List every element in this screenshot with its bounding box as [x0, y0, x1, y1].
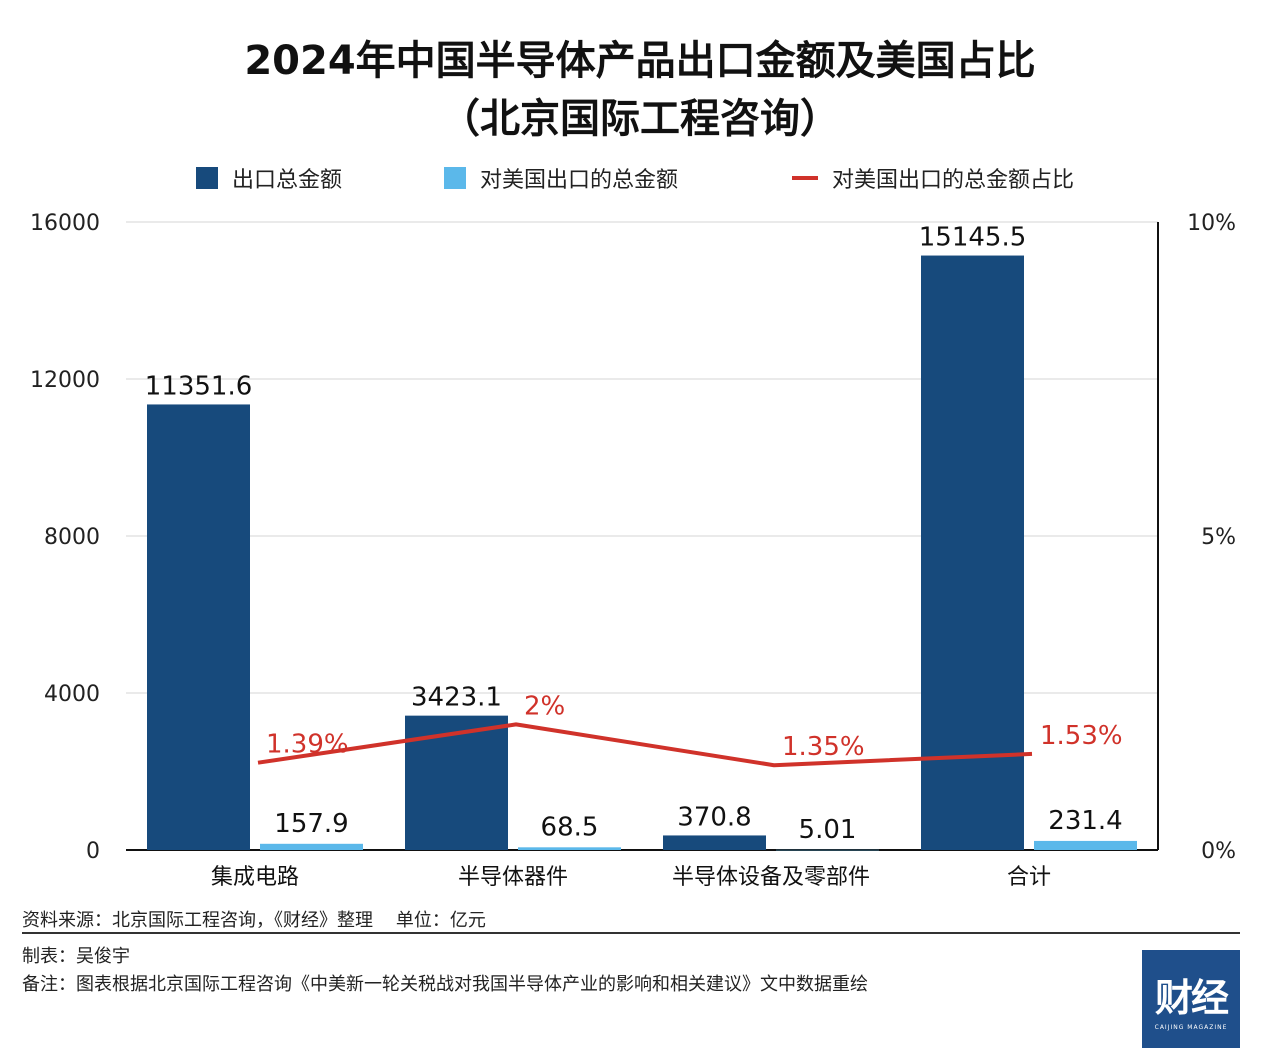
y2-tick-label: 10%: [1187, 211, 1236, 236]
data-label-us-share: 1.39%: [266, 730, 349, 760]
x-tick-label: 半导体器件: [458, 865, 568, 890]
data-label-total-exports: 370.8: [677, 802, 751, 832]
data-label-total-exports: 15145.5: [919, 223, 1027, 253]
data-label-total-exports: 11351.6: [145, 371, 253, 401]
y2-tick-label: 5%: [1201, 525, 1236, 550]
footer-divider: [22, 932, 1240, 934]
logo-subtext: CAIJING MAGAZINE: [1154, 1024, 1228, 1031]
data-label-us-exports: 68.5: [541, 812, 599, 842]
x-tick-label: 半导体设备及零部件: [672, 865, 870, 890]
data-label-us-share: 2%: [524, 691, 565, 721]
legend-label-us-share: 对美国出口的总金额占比: [832, 168, 1075, 193]
data-label-us-exports: 5.01: [799, 815, 857, 845]
y-tick-label: 8000: [44, 525, 100, 550]
bar-total-exports: [405, 715, 508, 850]
data-label-us-exports: 231.4: [1048, 806, 1122, 836]
chart-title: 2024年中国半导体产品出口金额及美国占比: [244, 38, 1036, 84]
y-tick-label: 12000: [30, 368, 100, 393]
footer-note: 备注：图表根据北京国际工程咨询《中美新一轮关税战对我国半导体产业的影响和相关建议…: [22, 974, 868, 995]
footer-maker: 制表：吴俊宇: [22, 946, 130, 967]
x-tick-label: 集成电路: [211, 865, 299, 890]
y-tick-label: 0: [86, 839, 100, 864]
chart-subtitle: （北京国际工程咨询）: [440, 96, 840, 142]
bar-us-exports: [1034, 840, 1137, 850]
x-tick-label: 合计: [1007, 865, 1051, 890]
logo-text: 财经: [1154, 976, 1229, 1020]
y-tick-label: 4000: [44, 682, 100, 707]
bar-total-exports: [921, 255, 1024, 850]
caijing-logo: 财经 CAIJING MAGAZINE: [1142, 950, 1240, 1048]
bar-us-exports: [776, 849, 879, 851]
legend-item-total-exports: 出口总金额: [196, 162, 342, 194]
legend-line-us-share: [792, 176, 818, 180]
bar-us-exports: [260, 843, 363, 850]
bar-total-exports: [663, 835, 766, 850]
data-label-us-share: 1.35%: [782, 732, 865, 762]
legend-swatch-us-exports: [444, 167, 466, 189]
bar-total-exports: [147, 404, 250, 850]
line-us-share: [257, 722, 1033, 768]
combo-chart: 0 4000 8000 12000 16000 0% 5% 10% 11351.6 157.9 集成…: [30, 211, 1236, 890]
legend: 出口总金额 对美国出口的总金额 对美国出口的总金额占比: [0, 162, 1280, 194]
data-label-total-exports: 3423.1: [411, 683, 502, 713]
legend-item-us-share: 对美国出口的总金额占比: [792, 162, 1074, 194]
legend-item-us-exports: 对美国出口的总金额: [444, 162, 678, 194]
bar-us-exports: [518, 847, 621, 850]
footer-unit: 单位：亿元: [395, 910, 486, 931]
y2-tick-label: 0%: [1201, 839, 1236, 864]
legend-swatch-total-exports: [196, 167, 218, 189]
legend-label-total-exports: 出口总金额: [232, 168, 343, 193]
legend-label-us-exports: 对美国出口的总金额: [480, 168, 679, 193]
data-label-us-share: 1.53%: [1040, 721, 1123, 751]
footer-source-line: 资料来源：北京国际工程咨询，《财经》整理 单位：亿元: [22, 906, 486, 932]
data-label-us-exports: 157.9: [274, 809, 348, 839]
y-tick-label: 16000: [30, 211, 100, 236]
footer-source: 资料来源：北京国际工程咨询，《财经》整理: [22, 910, 373, 931]
